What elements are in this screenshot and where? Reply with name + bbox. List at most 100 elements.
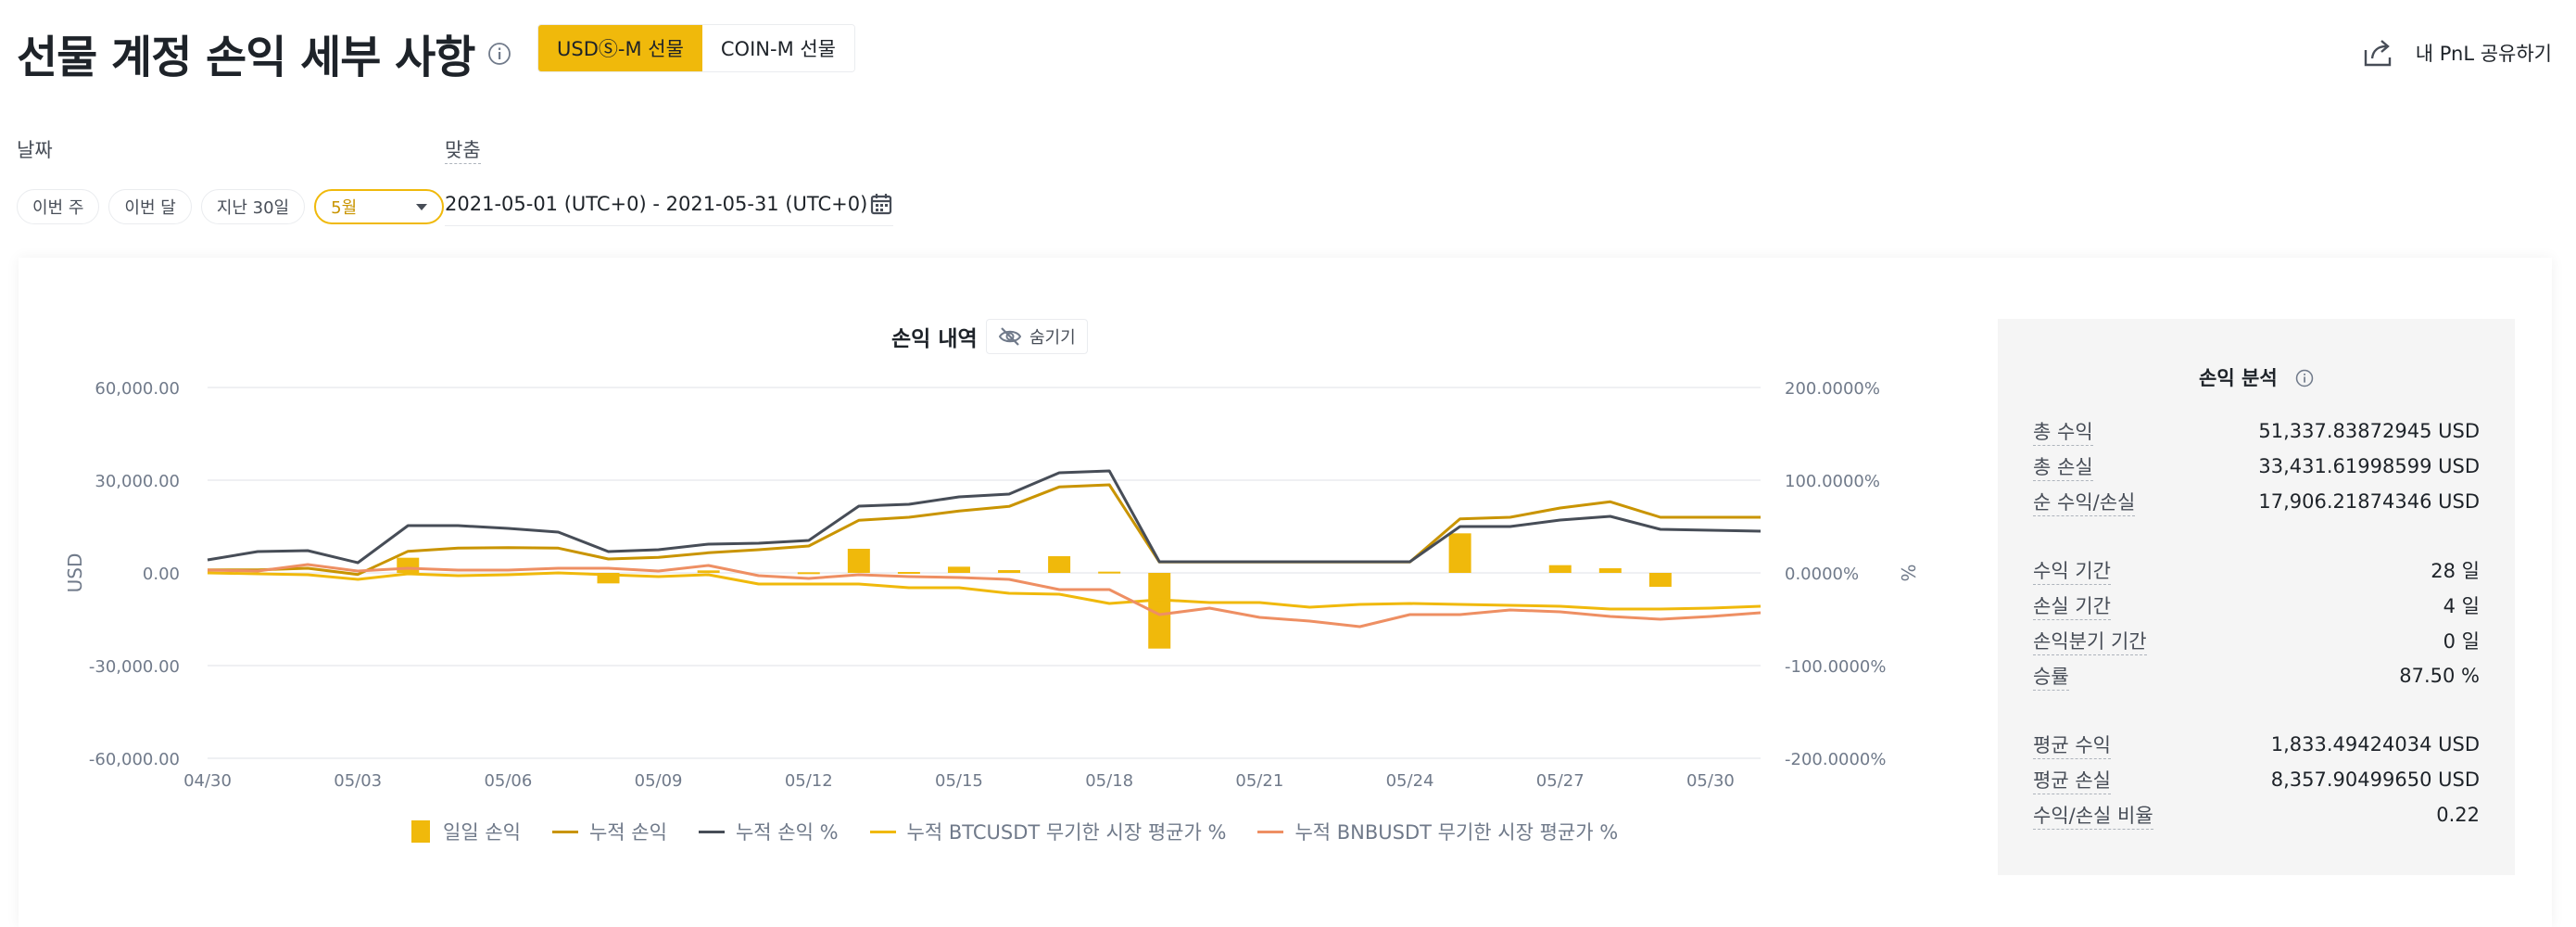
share-pnl-button[interactable]: 내 PnL 공유하기 [2362, 37, 2552, 69]
profit-days-row: 수익 기간 28 일 [2033, 556, 2480, 585]
y-tick-label: 60,000.00 [95, 379, 180, 399]
cumulative-pnl-pct-line [207, 469, 1762, 565]
legend-swatch-bar [411, 820, 430, 843]
breakeven-days-row: 손익분기 기간 0 일 [2033, 627, 2480, 655]
chart-legend: 일일 손익 누적 손익 누적 손익 % 누적 BTCUSDT 무기한 시장 평균… [411, 818, 1618, 845]
pnl-analysis-panel: 손익 분석 총 수익 51,337.83872945 USD 총 손실 33,4… [1998, 319, 2515, 875]
legend-cumulative-pnl[interactable]: 누적 손익 [551, 818, 667, 845]
daily-pnl-bar [947, 566, 970, 573]
win-rate-value: 87.50 % [2399, 665, 2480, 687]
legend-bnbusdt-pct[interactable]: 누적 BNBUSDT 무기한 시장 평균가 % [1257, 818, 1618, 845]
x-tick-label: 05/18 [1085, 771, 1133, 791]
daily-pnl-bar [1048, 556, 1071, 573]
caret-down-icon [416, 203, 428, 210]
x-tick-label: 05/30 [1686, 771, 1735, 791]
daily-pnl-bar [397, 557, 420, 573]
total-loss-row: 총 손실 33,431.61998599 USD [2033, 452, 2480, 481]
loss-days-row: 손실 기간 4 일 [2033, 591, 2480, 620]
tab-usds-m-futures[interactable]: USDⓈ-M 선물 [538, 25, 702, 71]
x-tick-label: 05/15 [935, 771, 983, 791]
pnl-ratio-label[interactable]: 수익/손실 비율 [2033, 801, 2153, 830]
share-pnl-label: 내 PnL 공유하기 [2415, 43, 2552, 65]
loss-days-value: 4 일 [2443, 595, 2480, 617]
legend-daily-pnl[interactable]: 일일 손익 [411, 818, 521, 845]
calendar-icon [870, 193, 892, 214]
legend-cumulative-pnl-pct[interactable]: 누적 손익 % [698, 818, 839, 845]
legend-swatch-line [551, 830, 578, 833]
avg-profit-row: 평균 수익 1,833.49424034 USD [2033, 730, 2480, 759]
loss-days-label[interactable]: 손실 기간 [2033, 591, 2111, 620]
preset-this-month[interactable]: 이번 달 [108, 189, 192, 224]
y-tick-label: 0.00 [143, 565, 180, 584]
hide-chart-label: 숨기기 [1029, 328, 1076, 348]
analysis-title-text: 손익 분석 [2199, 367, 2278, 389]
cumulative-pnl-line [208, 483, 1761, 577]
y-tick-label: -60,000.00 [89, 750, 180, 769]
pnl-chart: 60,000.00 200.0000% 30,000.00 100.0000% 0.00… [64, 379, 1919, 791]
daily-pnl-bar [597, 573, 620, 584]
y2-tick-label: -100.0000% [1785, 657, 1887, 677]
info-icon[interactable] [487, 42, 511, 66]
net-pnl-value: 17,906.21874346 USD [2258, 490, 2480, 513]
breakeven-days-value: 0 일 [2443, 630, 2480, 653]
preset-last-30-days[interactable]: 지난 30일 [200, 189, 306, 224]
btcusdt-pct-line [207, 571, 1762, 611]
pnl-ratio-row: 수익/손실 비율 0.22 [2033, 801, 2480, 830]
daily-pnl-bar [1648, 573, 1672, 587]
daily-pnl-bar [1098, 571, 1121, 574]
hide-chart-button[interactable]: 숨기기 [986, 319, 1088, 354]
date-preset-group: 이번 주 이번 달 지난 30일 5월 [17, 189, 445, 224]
net-pnl-label[interactable]: 순 수익/손실 [2033, 488, 2136, 516]
month-select-value: 5월 [331, 198, 358, 218]
x-tick-label: 04/30 [183, 771, 232, 791]
preset-this-week[interactable]: 이번 주 [17, 189, 100, 224]
daily-pnl-bar [897, 572, 920, 574]
custom-label: 맞춤 [445, 135, 481, 164]
total-loss-label[interactable]: 총 손실 [2033, 452, 2093, 481]
legend-swatch-line [698, 830, 725, 833]
avg-loss-label[interactable]: 평균 손실 [2033, 766, 2111, 794]
date-range-picker[interactable]: 2021-05-01 (UTC+0) - 2021-05-31 (UTC+0) [445, 182, 893, 226]
daily-pnl-bar [847, 549, 870, 573]
x-tick-label: 05/27 [1536, 771, 1585, 791]
daily-pnl-bar [1548, 565, 1572, 573]
legend-label: 누적 BTCUSDT 무기한 시장 평균가 % [906, 821, 1227, 844]
y2-tick-label: -200.0000% [1785, 750, 1887, 769]
chart-title: 손익 내역 [891, 327, 978, 351]
eye-off-icon [998, 327, 1022, 346]
avg-loss-value: 8,357.90499650 USD [2270, 768, 2480, 791]
x-tick-label: 05/06 [484, 771, 532, 791]
y-tick-label: -30,000.00 [89, 657, 180, 677]
total-profit-row: 총 수익 51,337.83872945 USD [2033, 417, 2480, 446]
tab-coin-m-futures[interactable]: COIN-M 선물 [701, 25, 854, 71]
avg-loss-row: 평균 손실 8,357.90499650 USD [2033, 766, 2480, 794]
profit-days-value: 28 일 [2431, 560, 2480, 582]
y2-tick-label: 100.0000% [1785, 472, 1880, 491]
legend-swatch-line [1257, 830, 1284, 833]
page-title: 선물 계정 손익 세부 사항 [17, 32, 475, 83]
total-profit-label[interactable]: 총 수익 [2033, 417, 2093, 446]
net-pnl-row: 순 수익/손실 17,906.21874346 USD [2033, 488, 2480, 516]
profit-days-label[interactable]: 수익 기간 [2033, 556, 2111, 585]
legend-label: 누적 손익 [588, 821, 667, 844]
total-loss-value: 33,431.61998599 USD [2258, 455, 2480, 477]
legend-btcusdt-pct[interactable]: 누적 BTCUSDT 무기한 시장 평균가 % [869, 818, 1227, 845]
legend-label: 누적 손익 % [735, 821, 839, 844]
avg-profit-label[interactable]: 평균 수익 [2033, 730, 2111, 759]
x-tick-label: 05/21 [1235, 771, 1283, 791]
share-icon [2364, 40, 2391, 67]
info-icon[interactable] [2295, 369, 2314, 387]
win-rate-label[interactable]: 승률 [2033, 662, 2069, 691]
daily-pnl-bar [1448, 533, 1471, 573]
month-select[interactable]: 5월 [314, 189, 445, 224]
x-tick-label: 05/09 [635, 771, 683, 791]
date-label: 날짜 [17, 139, 53, 161]
contract-type-tabs: USDⓈ-M 선물 COIN-M 선물 [537, 24, 855, 72]
daily-pnl-bar [998, 570, 1021, 573]
breakeven-days-label[interactable]: 손익분기 기간 [2033, 627, 2147, 655]
x-tick-label: 05/03 [334, 771, 382, 791]
analysis-title: 손익 분석 [1998, 363, 2515, 391]
date-range-value: 2021-05-01 (UTC+0) - 2021-05-31 (UTC+0) [445, 192, 868, 215]
y-axis-label: USD [64, 553, 86, 593]
y2-tick-label: 200.0000% [1785, 379, 1880, 399]
